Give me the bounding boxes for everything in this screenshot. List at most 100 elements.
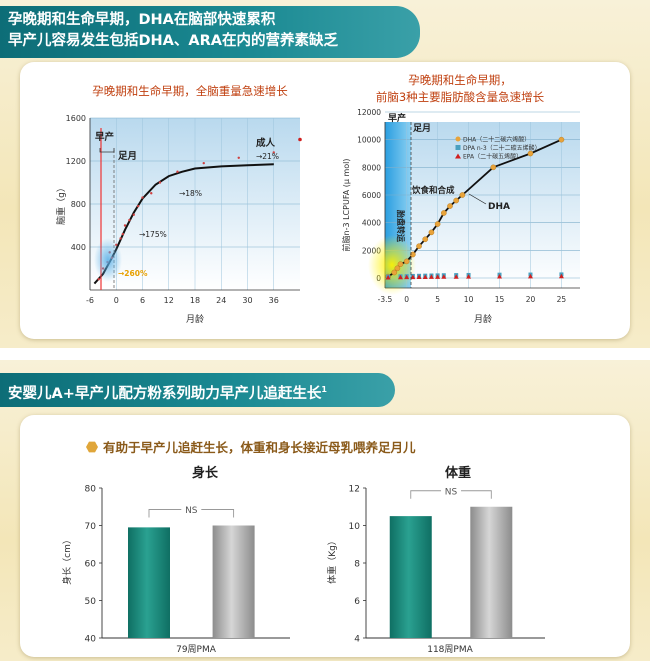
chart-panel-bottom (20, 415, 630, 657)
chart1-data-point (132, 213, 135, 216)
chart1-data-point (272, 151, 275, 154)
chart1-xtick-label: 12 (164, 296, 174, 305)
chart-brain-weight: 孕晚期和生命早期，全脑重量急速增长 400 800 1200 1600 -6 0 6 12 18… (55, 84, 302, 325)
legend-dha-marker (455, 136, 461, 142)
chart1-label-term: 足月 (118, 151, 137, 162)
chart2-epa-point (558, 273, 564, 279)
chart2-xtick-label: 15 (495, 295, 505, 304)
chart2-title-line1: 孕晚期和生命早期， (408, 73, 512, 87)
top-banner: 孕晚期和生命早期，DHA在脑部快速累积 早产儿容易发生包括DHA、ARA在内的营… (0, 6, 420, 58)
chart1-label-adult: 成人 (256, 137, 276, 149)
legend-dpa-marker (455, 145, 461, 150)
chart1-ytick-label: 800 (71, 200, 86, 209)
chart1-ytick-label: 1600 (66, 114, 86, 123)
chart2-epa-point (385, 274, 391, 280)
chart2-dha-point (410, 251, 416, 258)
chart4-bar-1 (389, 516, 432, 638)
chart3-ns-label: NS (185, 506, 198, 516)
chart3-ytick-label: 70 (85, 522, 97, 532)
chart2-label-term: 足月 (413, 123, 431, 134)
chart4-ytick-label: 10 (349, 522, 361, 532)
chart3-bar-1 (128, 527, 170, 638)
chart2-epa-point (497, 273, 503, 279)
chart2-dha-point (428, 229, 435, 236)
bottom-subtitle-text: 有助于早产儿追赶生长，体重和身长接近母乳喂养足月儿 (103, 440, 416, 455)
chart2-epa-point (422, 274, 428, 280)
chart1-data-point (158, 181, 162, 184)
chart1-data-point (237, 156, 240, 159)
chart2-xtick-label: 10 (464, 295, 474, 304)
hexagon-bullet-icon (86, 441, 98, 453)
chart1-data-point (119, 237, 122, 240)
chart2-epa-point (416, 274, 422, 280)
chart2-dha-point (397, 261, 404, 267)
chart2-dha-point (558, 136, 565, 143)
chart4-ylabel: 体重（Kg） (326, 536, 338, 584)
chart2-dha-point (527, 150, 534, 157)
chart-weight: 体重 4 6 8 10 12 NS 体重（Kg） 118周PMA (326, 465, 545, 655)
legend-epa-marker (455, 153, 461, 159)
chart1-label-21pct: →21% (256, 152, 279, 161)
legend-epa-text: EPA（二十碳五烯酸） (463, 153, 522, 161)
chart3-xlabel: 79周PMA (176, 644, 217, 655)
chart1-data-point (97, 278, 100, 281)
chart4-ns-label: NS (445, 487, 458, 497)
chart2-epa-point (466, 274, 472, 279)
chart1-xtick-label: 36 (269, 296, 279, 305)
chart2-epa-point (428, 274, 434, 279)
bottom-banner: 安婴儿A+早产儿配方粉系列助力早产儿追赶生长1 (0, 373, 395, 407)
chart1-preterm-brace (99, 148, 115, 153)
chart2-ytick-label: 6000 (362, 191, 381, 200)
legend-dha-text: DHA（二十二碳六烯酸） (463, 136, 530, 144)
chart3-ytick-label: 50 (85, 597, 97, 607)
chart4-ytick-label: 8 (354, 560, 360, 570)
chart2-label-dha: DHA (488, 202, 510, 212)
chart2-dha-point (403, 258, 410, 265)
chart4-ytick-label: 4 (354, 635, 360, 645)
chart1-data-point (128, 218, 131, 222)
chart2-xtick-label: -3.5 (378, 295, 393, 304)
chart2-xlabel: 月龄 (474, 313, 492, 325)
chart2-dha-point (447, 203, 453, 209)
chart2-xtick-label: 5 (435, 295, 440, 304)
chart-n3-lcpufa: 孕晚期和生命早期， 前脑3种主要脂肪酸含量急速增长 02000400060008… (341, 73, 580, 325)
bottom-banner-superscript: 1 (321, 385, 327, 394)
chart3-ytick-label: 80 (85, 485, 97, 495)
chart1-data-point (176, 170, 179, 173)
bottom-banner-text: 安婴儿A+早产儿配方粉系列助力早产儿追赶生长 (8, 385, 322, 402)
top-banner-line1: 孕晚期和生命早期，DHA在脑部快速累积 (8, 12, 276, 28)
chart1-xtick-label: 6 (140, 296, 145, 305)
chart2-label-diet: 饮食和合成 (411, 185, 455, 196)
chart1-adult-point (298, 137, 302, 142)
chart1-xlabel: 月龄 (186, 313, 204, 325)
chart1-title: 孕晚期和生命早期，全脑重量急速增长 (92, 84, 288, 98)
chart2-epa-point (404, 274, 410, 280)
chart3-ns-bg (181, 503, 202, 516)
chart1-data-point (150, 192, 153, 195)
chart3-ytick-label: 40 (85, 635, 97, 645)
chart2-dha-point (459, 192, 466, 198)
chart1-label-18pct: →18% (179, 189, 202, 198)
chart4-bar-2 (470, 506, 513, 638)
chart1-xtick-label: 24 (216, 296, 226, 305)
chart-length: 身长 40 50 60 70 80 NS 身长（cm） 79周PMA (61, 465, 290, 655)
chart2-dha-point (434, 221, 441, 227)
chart3-ylabel: 身长（cm） (61, 535, 73, 585)
chart3-ytick-label: 60 (85, 560, 97, 570)
chart2-xtick-label: 25 (557, 295, 567, 304)
chart3-title: 身长 (192, 465, 219, 481)
chart1-ytick-label: 1200 (66, 157, 86, 166)
chart2-plot-background (385, 122, 580, 288)
chart1-xtick-label: 18 (190, 296, 200, 305)
chart2-dha-point (441, 210, 447, 216)
chart2-label-preterm: 早产 (388, 112, 406, 124)
chart1-data-point (121, 232, 125, 236)
chart1-data-point (141, 196, 144, 199)
chart1-label-preterm: 早产 (95, 131, 115, 143)
chart4-title: 体重 (445, 465, 471, 481)
legend-dpa-text: DPA n-3（二十二碳五烯酸） (463, 144, 541, 152)
chart2-title-line2: 前脑3种主要脂肪酸含量急速增长 (376, 90, 545, 104)
chart1-xtick-label: 0 (114, 296, 119, 305)
chart4-ytick-label: 6 (354, 597, 360, 607)
